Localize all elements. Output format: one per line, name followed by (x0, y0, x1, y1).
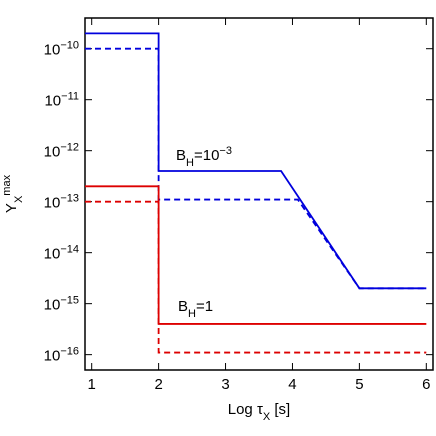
x-tick-label: 3 (221, 376, 229, 393)
annotation-part: =1 (196, 298, 213, 315)
y-tick-label-part: 10 (44, 195, 61, 212)
annotation-part: −3 (219, 145, 232, 157)
y-tick-label: 10−12 (44, 142, 79, 161)
series-line (85, 200, 427, 354)
annotation-part: B (176, 147, 186, 164)
y-tick-label: 10−10 (44, 40, 79, 59)
y-tick-label: 10−16 (44, 346, 79, 365)
annotation-part: H (186, 157, 194, 169)
y-axis-label-part: max (1, 174, 13, 195)
annotation-part: B (178, 298, 188, 315)
x-tick-label: 6 (422, 376, 430, 393)
annotation: BH=1 (178, 298, 213, 320)
y-tick-label-part: −11 (61, 91, 79, 103)
series-line (85, 47, 427, 290)
y-tick-label-part: −15 (60, 295, 79, 307)
x-axis-label-part: X (263, 411, 271, 423)
y-tick-label-part: −14 (60, 244, 79, 256)
series-line (85, 185, 427, 325)
y-tick-label-part: −16 (60, 346, 79, 358)
x-axis-label: Log τX [s] (228, 401, 290, 423)
y-tick-label-part: −12 (60, 142, 79, 154)
y-tick-label: 10−15 (44, 295, 79, 314)
y-tick-label-part: 10 (44, 297, 61, 314)
annotation: BH=10−3 (176, 145, 232, 169)
y-tick-label-part: 10 (44, 246, 61, 263)
x-axis-label-part: Log τ (228, 401, 263, 418)
annotation-part: H (188, 308, 196, 320)
x-tick-label: 1 (88, 376, 96, 393)
y-tick-label-part: −10 (60, 40, 79, 52)
y-axis-label: YXmax (1, 174, 25, 213)
x-tick-label: 5 (355, 376, 363, 393)
y-tick-label-part: 10 (44, 93, 61, 110)
series-line (85, 32, 427, 290)
y-tick-label-part: 10 (44, 144, 61, 161)
annotation-part: =10 (194, 147, 219, 164)
plot-frame (84, 17, 434, 371)
y-axis-label-part: Y (3, 203, 20, 213)
y-tick-label: 10−11 (44, 91, 79, 110)
y-tick-label-part: 10 (44, 348, 61, 365)
y-tick-label: 10−14 (44, 244, 79, 263)
y-tick-label: 10−13 (44, 193, 79, 212)
y-tick-label-part: −13 (60, 193, 79, 205)
x-axis-label-part: [s] (270, 401, 290, 418)
y-tick-label-part: 10 (44, 42, 61, 59)
x-tick-label: 4 (288, 376, 296, 393)
y-axis-label-part: X (13, 195, 25, 203)
x-tick-label: 2 (154, 376, 162, 393)
